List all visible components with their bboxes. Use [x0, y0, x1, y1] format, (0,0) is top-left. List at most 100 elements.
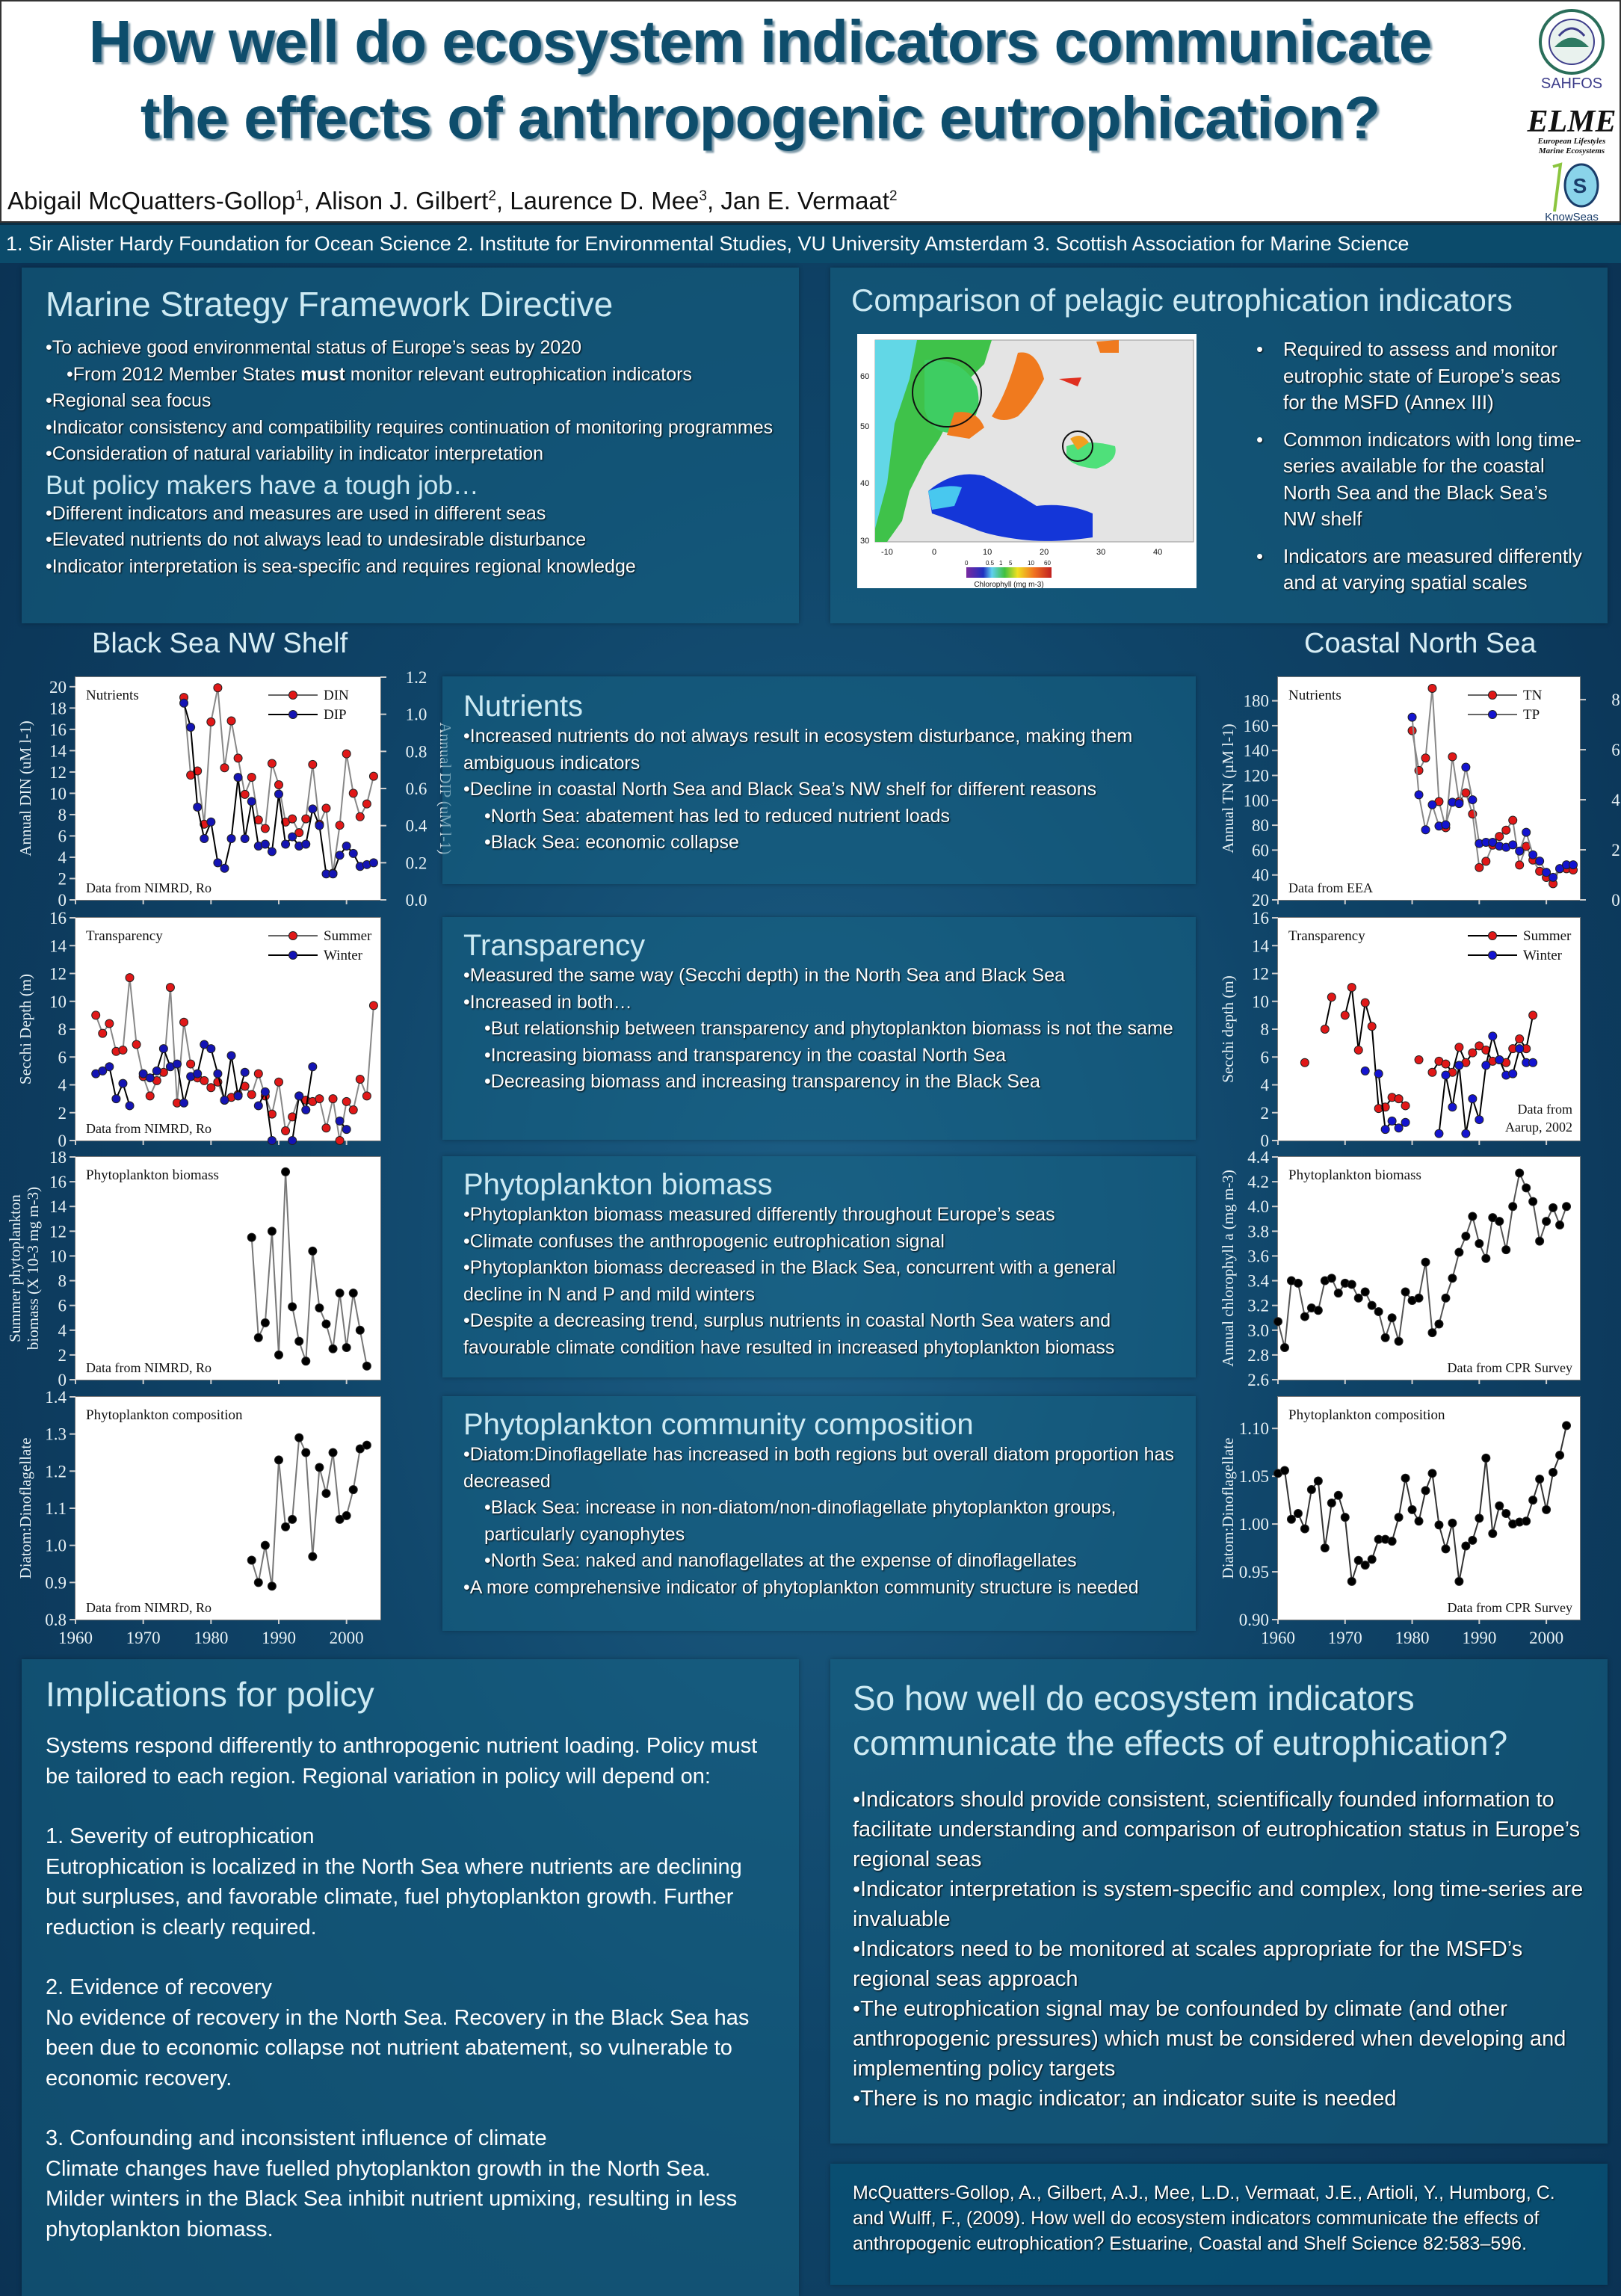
y-tick-label: 100 [1244, 791, 1270, 810]
series-line-segment [1458, 1546, 1467, 1582]
y-tick-label: 14 [49, 1197, 67, 1216]
list-item: Regional sea focus [46, 388, 775, 415]
series-line-segment [1350, 987, 1359, 1051]
data-point [1360, 1066, 1370, 1076]
data-point [138, 1069, 148, 1078]
svg-text:S: S [1573, 174, 1587, 197]
series-line-segment [1438, 1075, 1447, 1134]
lat-tick: 40 [860, 479, 869, 488]
list-item: Indicator interpretation is system-speci… [853, 1874, 1585, 1934]
chart-ns-transparency: 0 2 4 6 8 10 12 14 16 Secchi depth (m) Transparenc… [1219, 909, 1581, 1150]
series-line-segment [325, 1452, 334, 1494]
colorbar-tick: 5 [1009, 560, 1013, 567]
series-line-segment [1492, 1505, 1501, 1534]
y2-tick-label: 0.0 [406, 891, 427, 910]
data-point [1414, 1055, 1424, 1064]
list-item: Despite a decreasing trend, surplus nutr… [463, 1308, 1175, 1361]
data-point [1488, 1031, 1498, 1041]
data-point [1441, 1070, 1451, 1080]
y2-tick-label: 6 [1611, 741, 1620, 759]
data-point [1501, 1245, 1511, 1255]
series-line-segment [183, 697, 192, 776]
series-line-segment [1344, 987, 1353, 1016]
series-line-segment [305, 809, 314, 845]
data-point [1468, 1048, 1478, 1058]
y-tick-label: 3.8 [1247, 1222, 1269, 1241]
data-point [1448, 1518, 1457, 1528]
data-point [1327, 1274, 1336, 1283]
data-point [1421, 753, 1430, 763]
elme-label: ELME [1526, 105, 1616, 139]
series-line-segment [1398, 1292, 1407, 1342]
legend-marker [288, 710, 297, 719]
section-list: Phytoplankton biomass measured different… [463, 1202, 1175, 1361]
chart-title: Transparency [86, 928, 163, 944]
data-point [1279, 1466, 1289, 1475]
data-point [274, 789, 283, 799]
y-tick-label: 4 [58, 1321, 67, 1340]
data-point [355, 1075, 365, 1084]
y-tick-label: 8 [1261, 1020, 1270, 1039]
y-tick-label: 6 [58, 1048, 67, 1067]
series-line-segment [108, 1023, 117, 1052]
series-din [179, 683, 378, 878]
data-point [193, 766, 203, 776]
series-line-segment [122, 977, 131, 1051]
y-tick-label: 0.8 [45, 1611, 67, 1629]
y-tick-label: 0 [1261, 1132, 1270, 1150]
author-affil: 2 [889, 188, 898, 204]
series-line-segment [1472, 1216, 1480, 1244]
msfd-list: To achieve good environmental status of … [46, 335, 775, 468]
composition-panel: Phytoplankton community composition Diat… [442, 1396, 1196, 1631]
series-line-segment [108, 1067, 117, 1099]
data-point [301, 814, 311, 824]
x-tick-label: 1970 [126, 1629, 161, 1647]
data-point [1481, 1061, 1491, 1070]
legend-label: TN [1523, 688, 1543, 703]
data-point [1320, 1543, 1330, 1553]
data-point [1347, 1280, 1356, 1289]
series-line-segment [305, 764, 314, 819]
data-point [342, 1510, 351, 1520]
data-point [1300, 1058, 1309, 1067]
series-line-segment [1465, 767, 1474, 800]
data-point [288, 1302, 297, 1312]
data-point [1461, 788, 1471, 797]
y-tick-label: 10 [49, 784, 67, 803]
series-line-segment [1451, 1065, 1460, 1108]
series-line-segment [1472, 799, 1480, 844]
data-point [1501, 1509, 1511, 1519]
series-line-segment [230, 777, 239, 839]
y-tick-label: 0 [58, 891, 67, 910]
data-point [1454, 1043, 1464, 1052]
series-line-segment [278, 1171, 287, 1355]
data-point [348, 848, 358, 858]
lon-tick: 40 [1153, 548, 1162, 557]
series-line-segment [1478, 1457, 1487, 1519]
series-line-segment [223, 720, 232, 768]
data-point [260, 1540, 270, 1550]
partner-logos: SAHFOS ELME European Lifestyles Marine E… [1523, 6, 1620, 223]
data-point [1542, 1505, 1551, 1514]
chart-bs-nutrients: 0 2 4 6 8 10 12 14 16 18 20 0.0 0.2 0.4 0.6 0.8 1.0 1.2 An… [16, 668, 454, 910]
series-line-segment [169, 987, 178, 1103]
data-point [179, 1017, 189, 1027]
y-tick-label: 16 [49, 909, 67, 928]
legend-label: Summer [324, 928, 372, 944]
data-point [1515, 860, 1525, 870]
data-point [1535, 1474, 1545, 1484]
series-line-segment [203, 721, 212, 824]
data-point [294, 828, 304, 838]
y2-tick-label: 0 [1611, 891, 1620, 910]
colorbar-tick: 0 [965, 560, 969, 567]
y-tick-label: 14 [49, 936, 67, 955]
data-point [1508, 1202, 1518, 1212]
series-line-segment [1324, 1502, 1333, 1549]
series-winter [91, 1040, 351, 1145]
data-point [165, 983, 175, 993]
data-point [226, 1051, 236, 1061]
data-point [1461, 762, 1471, 772]
y2-tick-label: 0.6 [406, 780, 427, 798]
data-point [1468, 1094, 1478, 1104]
data-point [247, 1090, 256, 1099]
